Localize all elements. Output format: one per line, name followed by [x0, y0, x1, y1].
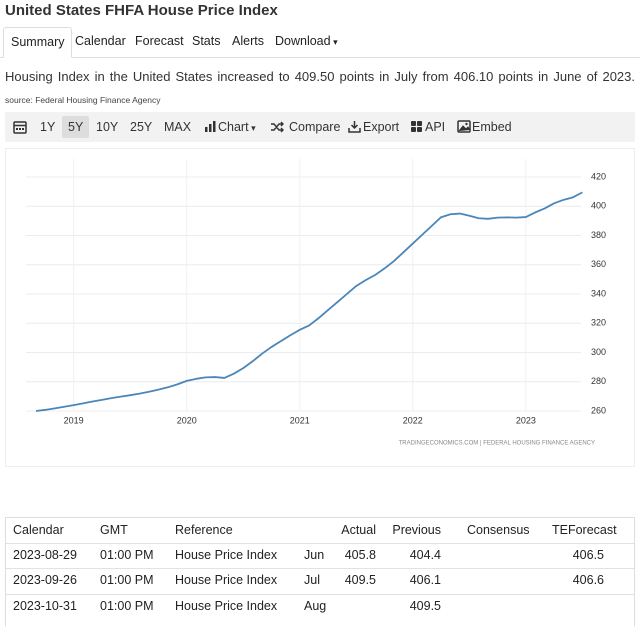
column-header: TEForecast	[552, 523, 617, 537]
y-tick-label: 280	[591, 376, 606, 386]
tab-bar: SummaryCalendarForecastStatsAlertsDownlo…	[0, 27, 640, 58]
column-header: GMT	[100, 523, 128, 537]
toolbar: 1Y 5Y 10Y 25Y MAX Chart ▾ Compare Export API Embe…	[5, 112, 635, 142]
x-tick-label: 2020	[177, 415, 197, 425]
embed-icon	[457, 120, 471, 133]
toolbar-button[interactable]: Chart ▾	[218, 112, 256, 142]
toolbar-button[interactable]: Export	[363, 112, 399, 142]
page-title: United States FHFA House Price Index	[5, 2, 278, 19]
tab[interactable]: Forecast	[128, 27, 191, 56]
table-cell: 01:00 PM	[100, 548, 154, 562]
chart: 260 280 300 320 340 360 380 400 420 2019 2020 2021 2…	[6, 149, 634, 466]
row-divider	[6, 543, 634, 544]
chart-credit: TRADINGECONOMICS.COM | FEDERAL HOUSING F…	[399, 441, 595, 447]
export-icon	[348, 120, 361, 133]
api-icon	[410, 120, 423, 133]
y-tick-label: 380	[591, 230, 606, 240]
y-tick-label: 300	[591, 347, 606, 357]
table-cell: House Price Index	[175, 573, 277, 587]
table-cell: Jun	[304, 548, 324, 562]
x-tick-label: 2023	[516, 415, 536, 425]
y-tick-label: 340	[591, 288, 606, 298]
column-header: Calendar	[13, 523, 64, 537]
calendar-table: Calendar GMT Reference Actual Previous Consen…	[5, 517, 635, 626]
summary: Housing Index in the United States incre…	[5, 66, 635, 111]
table-cell: House Price Index	[175, 548, 277, 562]
compare-icon	[270, 121, 284, 133]
tab[interactable]: Download ▾	[268, 27, 345, 56]
chart-container: 260 280 300 320 340 360 380 400 420 2019 2020 2021 2…	[5, 148, 635, 467]
y-tick-label: 360	[591, 259, 606, 269]
range-button[interactable]: MAX	[164, 112, 191, 142]
column-header: Actual	[341, 523, 376, 537]
toolbar-button[interactable]: Compare	[289, 112, 340, 142]
column-header: Previous	[392, 523, 441, 537]
table-cell: 01:00 PM	[100, 599, 154, 613]
y-tick-label: 260	[591, 405, 606, 415]
data-line	[36, 192, 582, 411]
column-header: Reference	[175, 523, 233, 537]
table-cell: 01:00 PM	[100, 573, 154, 587]
tab[interactable]: Summary	[3, 27, 72, 58]
y-tick-label: 420	[591, 171, 606, 181]
toolbar-button[interactable]: API	[425, 112, 445, 142]
range-button[interactable]: 25Y	[130, 112, 152, 142]
row-divider	[6, 594, 634, 595]
summary-text: Housing Index in the United States incre…	[5, 69, 635, 84]
table-cell: 406.6	[573, 573, 604, 587]
row-divider	[6, 568, 634, 569]
table-cell: Aug	[304, 599, 326, 613]
table-cell: 409.5	[410, 599, 441, 613]
x-tick-label: 2022	[403, 415, 423, 425]
table-cell: 404.4	[410, 548, 441, 562]
y-tick-label: 400	[591, 201, 606, 211]
tab[interactable]: Calendar	[68, 27, 133, 56]
range-button[interactable]: 5Y	[62, 116, 89, 138]
table-cell: 409.5	[345, 573, 376, 587]
table-cell: House Price Index	[175, 599, 277, 613]
x-tick-label: 2021	[290, 415, 310, 425]
range-button[interactable]: 1Y	[40, 112, 55, 142]
column-header: Consensus	[467, 523, 530, 537]
tab[interactable]: Alerts	[225, 27, 271, 56]
range-button[interactable]: 10Y	[96, 112, 118, 142]
table-cell: 406.5	[573, 548, 604, 562]
toolbar-button[interactable]: Embed	[472, 112, 512, 142]
source: source: Federal Housing Finance Agency	[5, 95, 160, 105]
table-cell: 2023-08-29	[13, 548, 77, 562]
table-cell: Jul	[304, 573, 320, 587]
chart-icon	[204, 120, 217, 133]
table-cell: 405.8	[345, 548, 376, 562]
y-tick-label: 320	[591, 318, 606, 328]
table-cell: 2023-10-31	[13, 599, 77, 613]
x-tick-label: 2019	[64, 415, 84, 425]
calendar-icon[interactable]	[13, 120, 27, 134]
table-cell: 406.1	[410, 573, 441, 587]
table-cell: 2023-09-26	[13, 573, 77, 587]
tab[interactable]: Stats	[185, 27, 228, 56]
